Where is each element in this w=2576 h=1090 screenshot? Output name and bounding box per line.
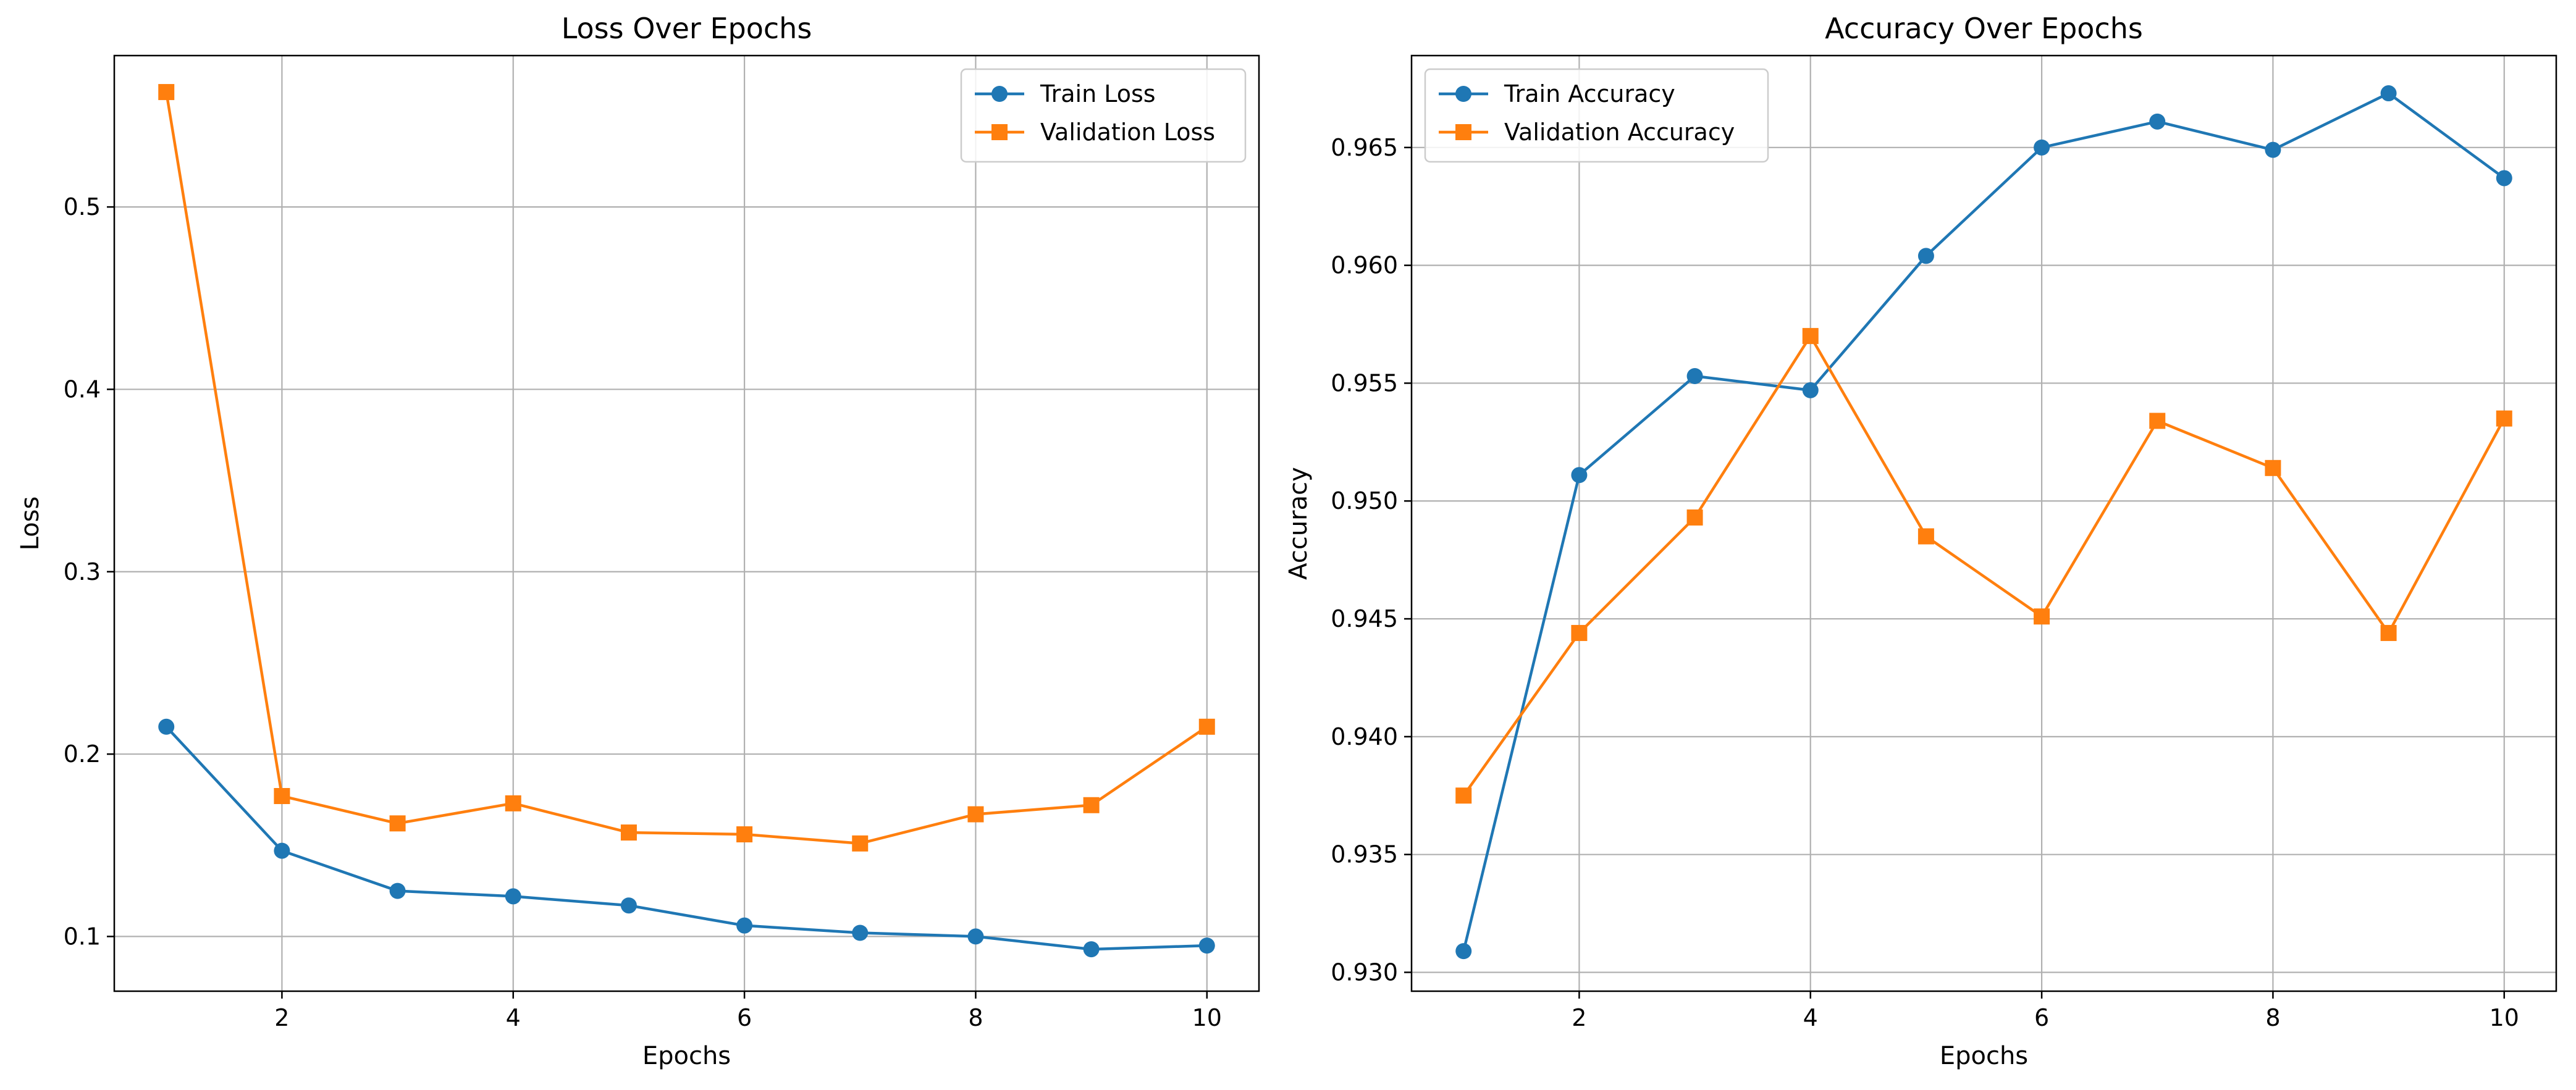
x-axis-label: Epochs [642,1042,731,1070]
legend-box [960,68,1247,163]
data-point [505,888,521,905]
legend: Train Accuracy Validation Accuracy [1424,68,1769,163]
x-axis-label: Epochs [1940,1042,2028,1070]
y-tick-label: 0.4 [64,375,101,403]
y-tick-label: 0.950 [1331,487,1398,514]
data-point [1571,624,1588,641]
x-tick-label: 4 [1803,1004,1818,1031]
axes-frame [1410,54,2557,992]
chart-title: Accuracy Over Epochs [1825,12,2143,45]
data-point [1571,467,1588,484]
data-point [158,718,175,735]
data-point [389,882,406,899]
data-point [736,917,753,934]
series-line-1 [1462,91,2506,952]
y-axis-label: Loss [16,497,44,551]
data-point [274,788,290,805]
legend-label: Train Loss [1040,80,1156,107]
data-point [1686,509,1703,526]
legend-marker [1455,124,1471,140]
data-point [1083,797,1100,813]
legend-label: Train Accuracy [1504,80,1675,107]
data-point [274,842,290,859]
data-point [2034,608,2050,625]
data-point [852,924,869,941]
y-tick-label: 0.3 [64,558,101,585]
data-point [2034,139,2050,156]
data-point [1802,382,1819,398]
data-point [1686,367,1703,384]
legend-marker [991,124,1008,140]
data-point [1083,941,1100,958]
x-tick-label: 4 [506,1004,521,1031]
legend-label: Validation Loss [1040,119,1215,146]
data-point [2149,413,2166,429]
x-tick-label: 10 [1192,1004,1222,1031]
y-tick-label: 0.2 [64,740,101,768]
axes-frame [113,54,1260,992]
x-tick-label: 2 [1572,1004,1586,1031]
y-tick-label: 0.935 [1331,841,1398,868]
y-tick-label: 0.955 [1331,369,1398,396]
data-point [2265,141,2281,158]
data-point [620,824,637,841]
legend: Train Loss Validation Loss [960,68,1247,163]
y-tick-label: 0.960 [1331,252,1398,279]
x-tick-label: 6 [737,1004,752,1031]
legend-marker [1455,86,1471,102]
data-point [2380,85,2397,102]
data-point [1455,943,1472,960]
series-line-1 [165,726,1207,951]
data-point [967,928,984,945]
data-point [1802,328,1819,345]
y-axis-label: Accuracy [1284,467,1313,580]
data-point [2496,410,2512,427]
series-line-2 [165,91,1208,845]
data-point [505,795,521,811]
data-point [967,806,984,823]
data-point [852,835,869,852]
x-tick-label: 2 [274,1004,289,1031]
chart-title: Loss Over Epochs [562,12,812,45]
data-point [620,897,637,914]
data-point [1198,718,1215,735]
chart-panel-1: 2 4 6 8 10 0.1 0.2 0.3 0.4 0.5 Loss Over Epochs Epo… [16,12,1260,1070]
data-point [2149,113,2166,130]
x-tick-label: 10 [2490,1004,2519,1031]
data-point [736,826,753,843]
data-point [158,84,175,101]
y-tick-label: 0.1 [64,923,101,950]
x-tick-label: 8 [2265,1004,2280,1031]
chart-panel-2: 2 4 6 8 10 0.930 0.935 0.940 0.945 0.950 0.955 0.96… [1284,12,2557,1070]
series-line-2 [1462,334,2506,797]
data-point [1455,787,1472,804]
data-point [1917,528,1934,545]
data-point [2496,170,2512,187]
data-point [1917,248,1934,264]
x-tick-label: 8 [968,1004,983,1031]
data-point [2265,459,2281,476]
data-point [389,815,406,832]
x-tick-label: 6 [2034,1004,2049,1031]
y-tick-label: 0.930 [1331,958,1398,986]
y-tick-label: 0.5 [64,193,101,220]
legend-box [1424,68,1769,163]
data-point [1198,937,1215,954]
y-tick-label: 0.965 [1331,134,1398,161]
legend-label: Validation Accuracy [1504,119,1735,146]
y-tick-label: 0.945 [1331,605,1398,632]
y-tick-label: 0.940 [1331,723,1398,750]
data-point [2380,624,2397,641]
legend-marker [991,86,1008,102]
